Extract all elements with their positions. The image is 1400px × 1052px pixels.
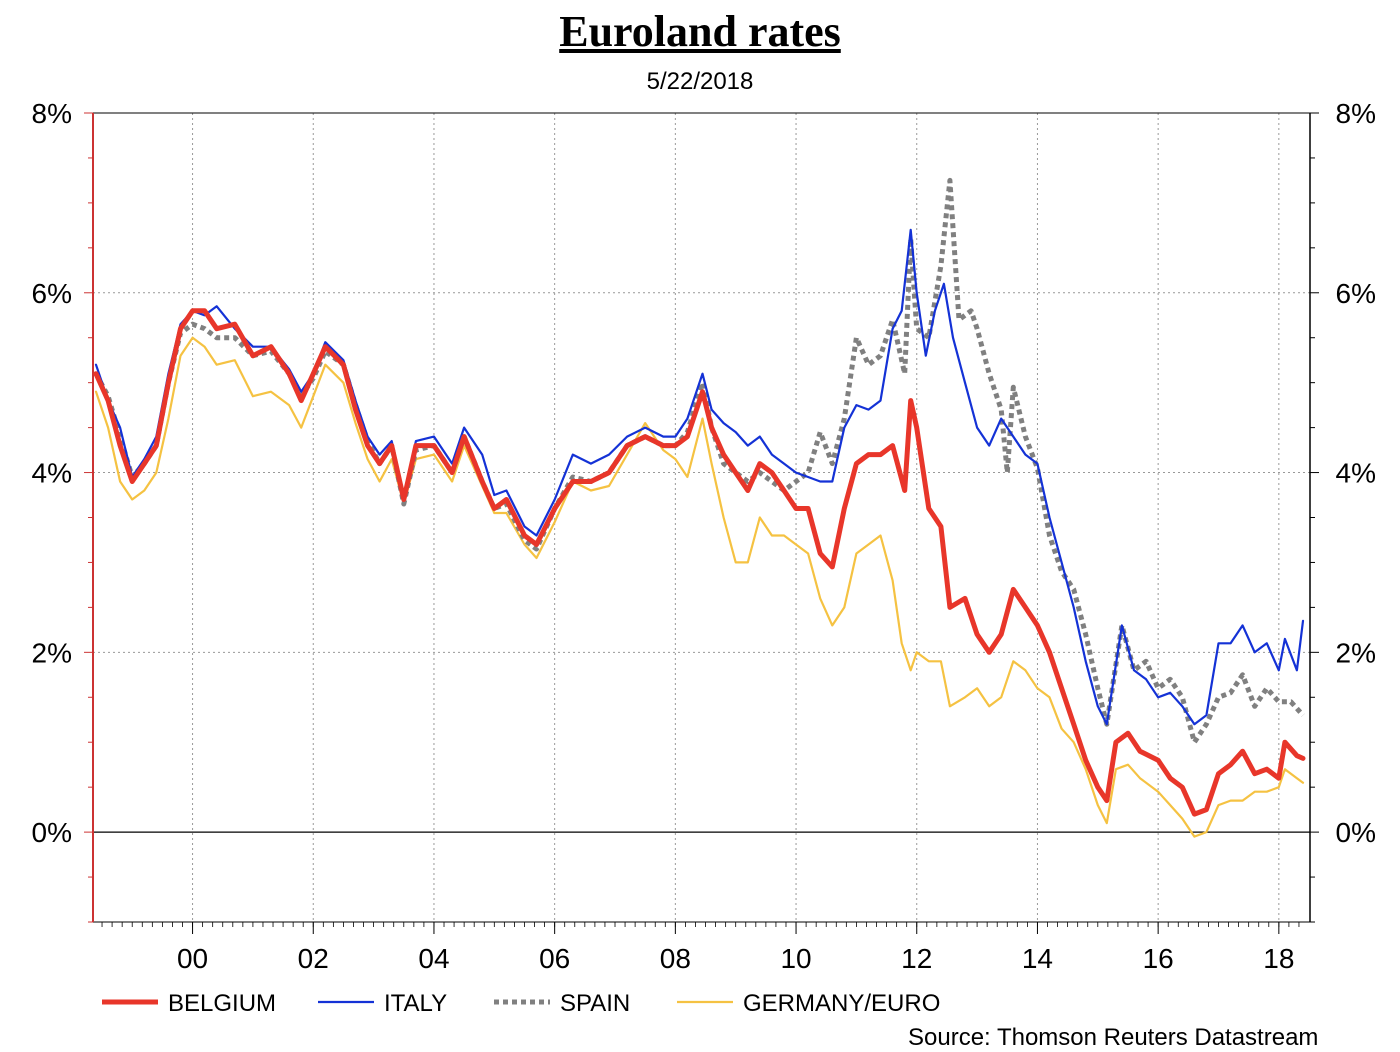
y-tick-label-right: 4% — [1336, 458, 1376, 489]
x-tick-label: 08 — [660, 943, 691, 974]
legend-label-germany-euro: GERMANY/EURO — [743, 990, 940, 1017]
x-tick-label: 12 — [901, 943, 932, 974]
series-line-germany-euro — [94, 336, 1305, 838]
x-tick-label: 02 — [298, 943, 329, 974]
x-tick-label: 06 — [539, 943, 570, 974]
y-tick-label-left: 0% — [32, 817, 72, 848]
x-tick-label: 18 — [1263, 943, 1294, 974]
legend-label-belgium: BELGIUM — [168, 990, 276, 1017]
grid-layer — [93, 113, 1310, 922]
y-tick-label-left: 2% — [32, 637, 72, 668]
y-tick-label-right: 2% — [1336, 637, 1376, 668]
x-tick-label: 10 — [780, 943, 811, 974]
y-tick-label-right: 0% — [1336, 817, 1376, 848]
chart-title: Euroland rates — [559, 7, 841, 56]
y-tick-label-left: 6% — [32, 278, 72, 309]
y-tick-label-left: 4% — [32, 458, 72, 489]
legend-label-italy: ITALY — [384, 990, 447, 1017]
series-line-italy — [94, 228, 1305, 726]
x-tick-label: 16 — [1143, 943, 1174, 974]
x-tick-label: 04 — [418, 943, 449, 974]
legend: BELGIUM ITALY SPAIN GERMANY/EURO — [102, 990, 940, 1017]
y-tick-label-left: 8% — [32, 98, 72, 129]
series-line-belgium — [93, 308, 1306, 817]
legend-label-spain: SPAIN — [560, 990, 630, 1017]
y-tick-label-right: 6% — [1336, 278, 1376, 309]
axis-layer — [84, 112, 1319, 934]
series-line-spain — [93, 177, 1305, 745]
chart-source: Source: Thomson Reuters Datastream — [908, 1024, 1319, 1051]
x-tick-label: 00 — [177, 943, 208, 974]
series-layer — [93, 177, 1306, 838]
label-layer: 0% 0% 2% 2% 4% 4% 6% 6% 8% 8% 00 02 04 06 08 10 12 14 16 18 — [32, 98, 1376, 974]
y-tick-label-right: 8% — [1336, 98, 1376, 129]
chart-subtitle: 5/22/2018 — [646, 68, 754, 95]
x-tick-label: 14 — [1022, 943, 1053, 974]
